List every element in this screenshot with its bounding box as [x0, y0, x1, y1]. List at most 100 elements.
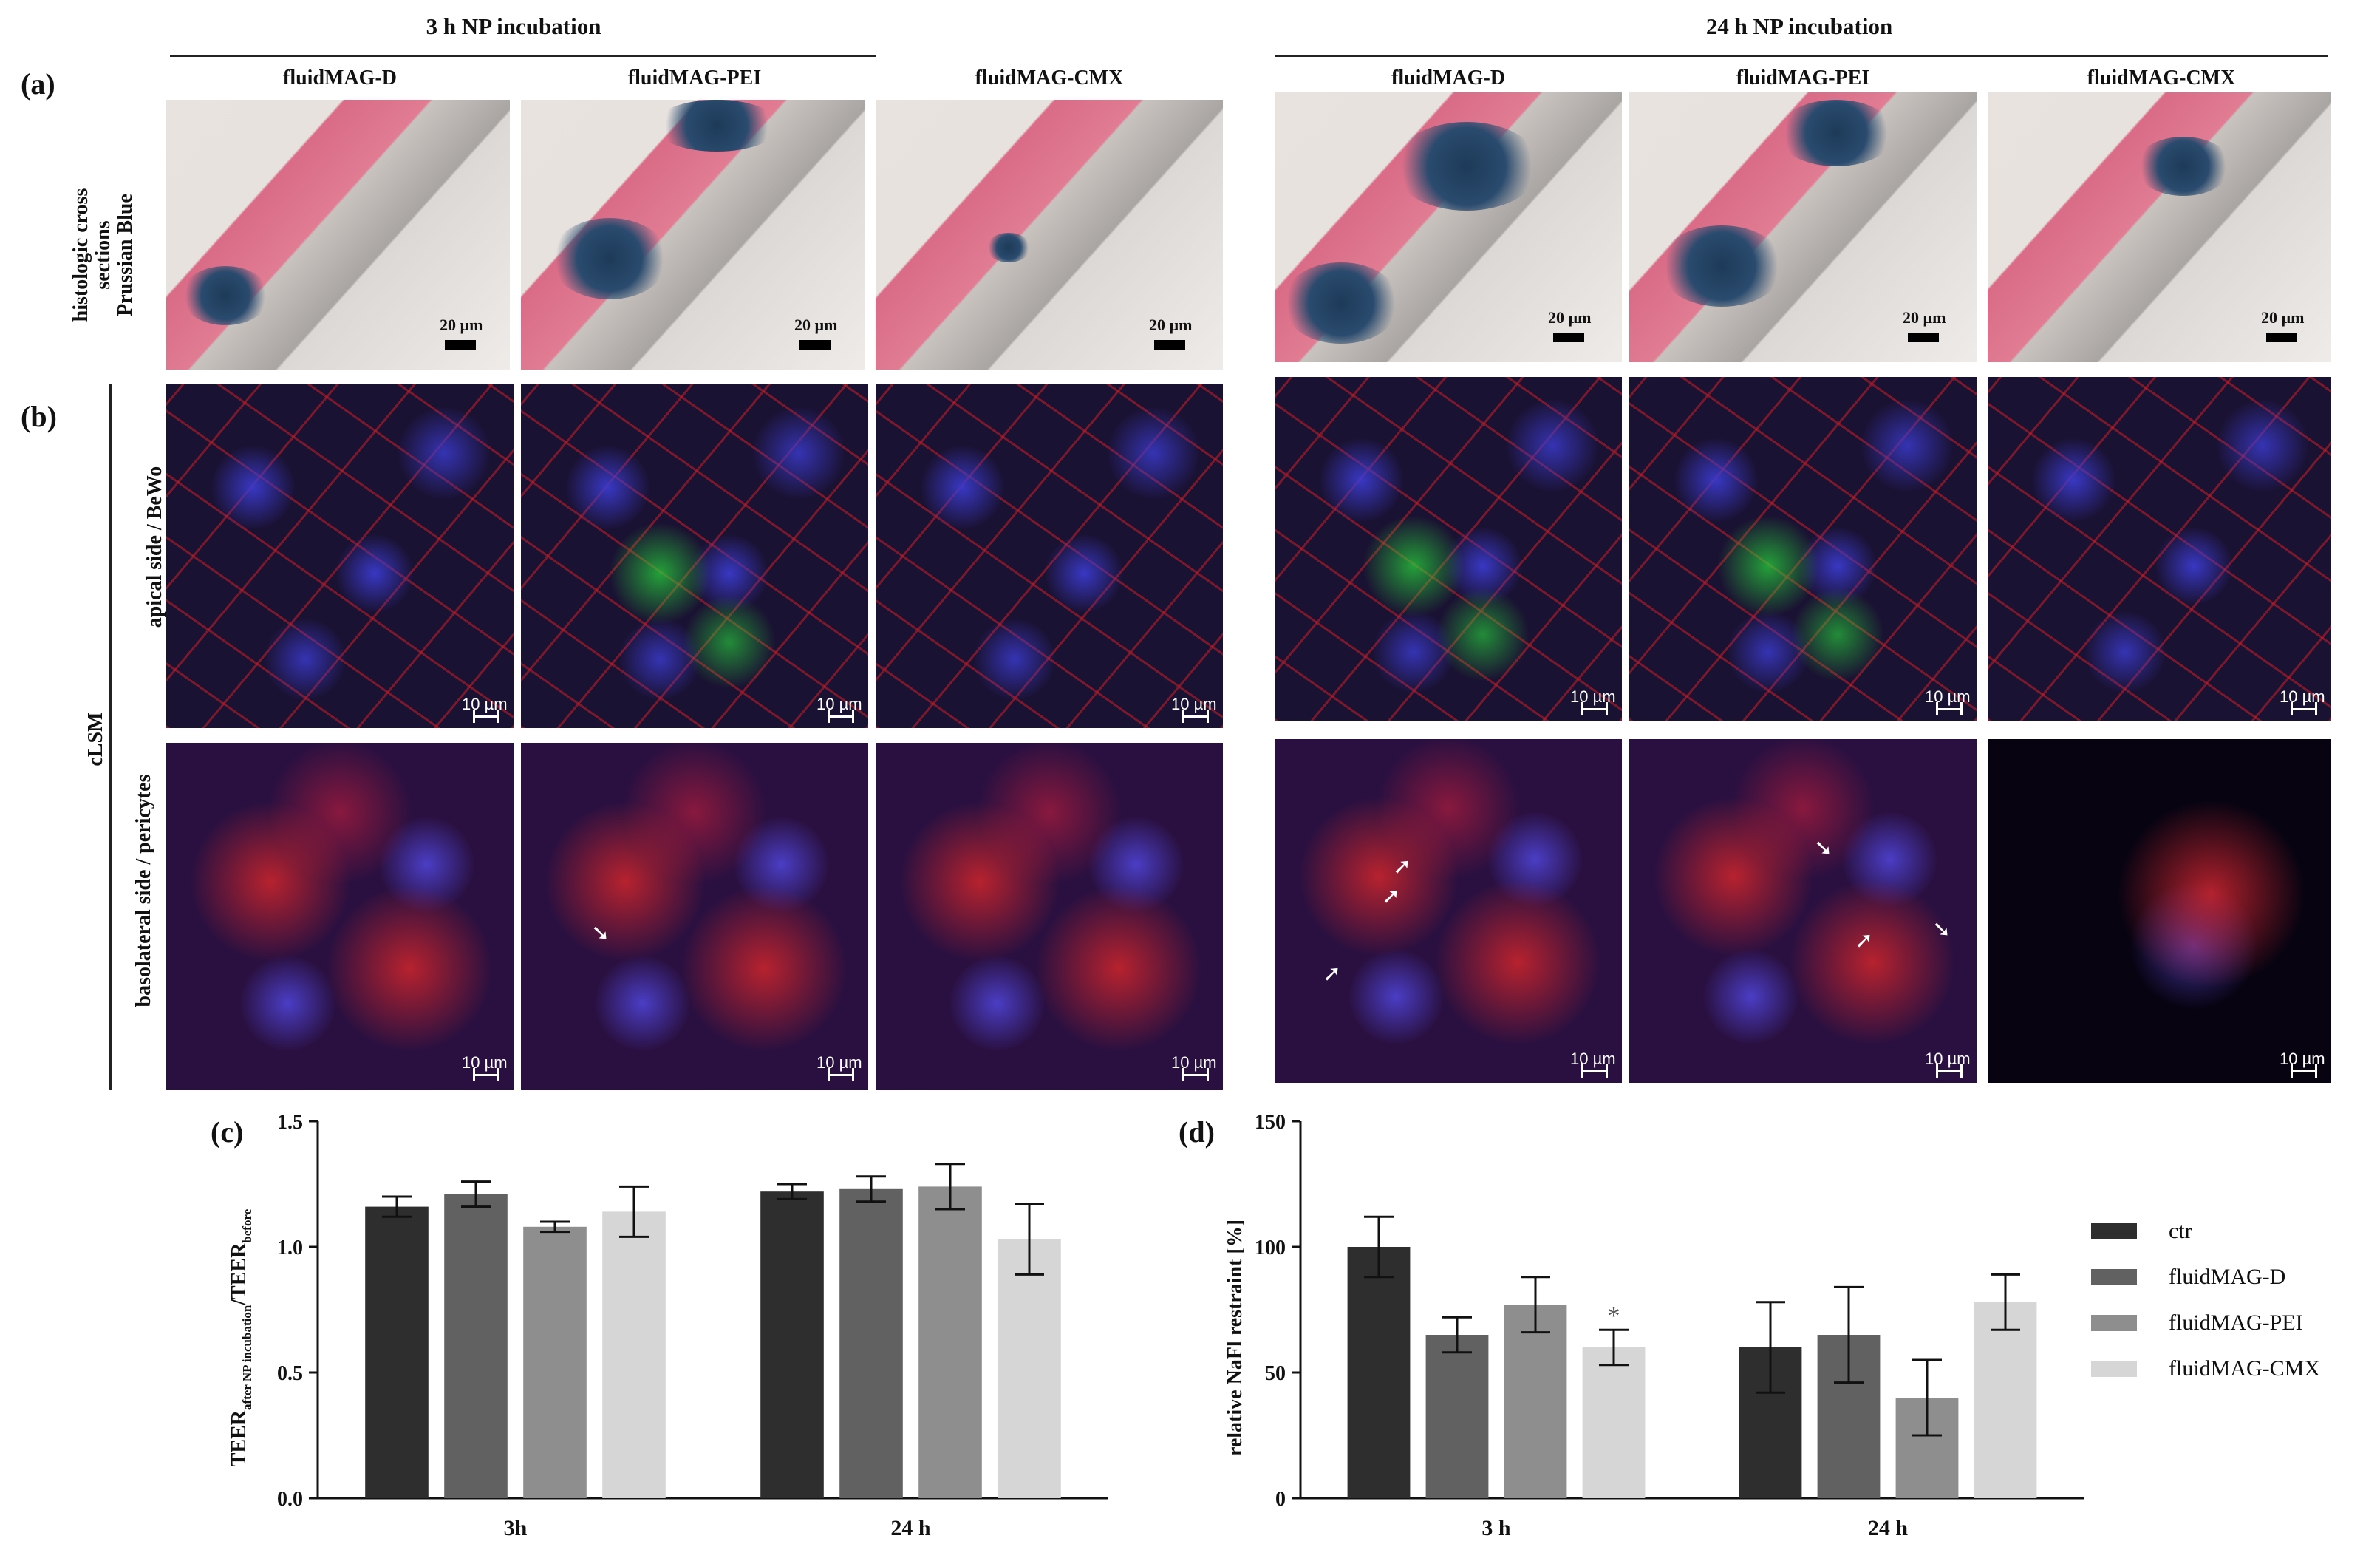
- panel-letter-b: (b): [21, 400, 57, 433]
- histo-image-3h-fluidmag-d: 20 µm: [166, 100, 510, 370]
- colname-24h-cmx: fluidMAG-CMX: [2087, 67, 2236, 89]
- scale-label: 10 µm: [2280, 1050, 2325, 1068]
- clsm-apical-3h-fluidmag-pei: 10 µm: [521, 384, 868, 728]
- legend-label: fluidMAG-PEI: [2169, 1310, 2303, 1335]
- significance-asterisk: *: [1608, 1302, 1620, 1330]
- scale-label: 10 µm: [1570, 687, 1616, 706]
- svg-text:TEERafter NP incubation/TEERbe: TEERafter NP incubation/TEERbefore: [228, 1208, 254, 1466]
- clsm-basolateral-24h-fluidmag-cmx: 10 µm: [1988, 739, 2331, 1083]
- clsm-basolateral-24h-fluidmag-pei: ➘ ➚ ➘ 10 µm: [1629, 739, 1977, 1083]
- header-3h: 3 h NP incubation: [426, 13, 601, 39]
- bar: [602, 1211, 666, 1498]
- y-tick-label: 0: [1275, 1488, 1286, 1511]
- clsm-apical-3h-fluidmag-d: 10 µm: [166, 384, 514, 728]
- scale-label: 10 µm: [462, 1053, 508, 1072]
- bar: [523, 1226, 587, 1498]
- clsm-apical-3h-fluidmag-cmx: 10 µm: [876, 384, 1223, 728]
- bar: [1974, 1302, 2037, 1498]
- arrow-icon: ➚: [1382, 883, 1401, 909]
- bar: [1582, 1347, 1646, 1498]
- y-tick-label: 50: [1265, 1362, 1286, 1385]
- scale-bar: [1581, 702, 1608, 715]
- arrow-icon: ➚: [1393, 854, 1412, 880]
- chart-c-teer: TEERafter NP incubation/TEERbefore 0.0 0.…: [228, 1111, 1108, 1540]
- legend-swatch: [2091, 1315, 2137, 1331]
- row-label-histo-line3: Prussian Blue: [114, 194, 137, 316]
- scale-label: 10 µm: [1925, 1050, 1971, 1068]
- header-24h-rule: [1275, 55, 2328, 57]
- legend-label: ctr: [2169, 1219, 2192, 1243]
- scale-bar: [2291, 1064, 2317, 1078]
- legend-label: fluidMAG-D: [2169, 1265, 2285, 1289]
- clsm-apical-24h-fluidmag-cmx: 10 µm: [1988, 377, 2331, 721]
- panel-letter-c: (c): [211, 1115, 244, 1149]
- clsm-basolateral-3h-fluidmag-cmx: 10 µm: [876, 743, 1223, 1090]
- arrow-icon: ➘: [1932, 916, 1951, 942]
- legend-label: fluidMAG-CMX: [2169, 1356, 2320, 1381]
- scale-label: 20 µm: [794, 316, 838, 334]
- colname-3h-cmx: fluidMAG-CMX: [975, 67, 1124, 89]
- scale-label: 10 µm: [1925, 687, 1971, 706]
- scale-bar: [445, 340, 476, 350]
- scale-label: 10 µm: [1570, 1050, 1616, 1068]
- scale-bar: [1553, 333, 1584, 342]
- row-label-apical: apical side / BeWo: [143, 466, 166, 628]
- scale-bar: [1581, 1064, 1608, 1078]
- y-tick-label: 100: [1255, 1237, 1286, 1259]
- clsm-apical-24h-fluidmag-pei: 10 µm: [1629, 377, 1977, 721]
- clsm-apical-24h-fluidmag-d: 10 µm: [1275, 377, 1622, 721]
- row-label-basolateral: basolateral side / pericytes: [132, 774, 155, 1007]
- chart-d-legend: ctr fluidMAG-D fluidMAG-PEI fluidMAG-CMX: [2091, 1219, 2320, 1381]
- legend-swatch: [2091, 1361, 2137, 1377]
- y-tick-label: 1.0: [277, 1237, 303, 1259]
- bar: [998, 1239, 1061, 1498]
- row-label-clsm: cLSM: [84, 712, 107, 766]
- arrow-icon: ➘: [591, 920, 610, 946]
- row-label-histology: histologic cross sections Prussian Blue: [37, 100, 170, 370]
- scale-label: 20 µm: [440, 316, 483, 334]
- scale-bar: [1936, 1064, 1963, 1078]
- colname-3h-pei: fluidMAG-PEI: [627, 67, 762, 89]
- histo-image-3h-fluidmag-pei: 20 µm: [521, 100, 865, 370]
- scale-bar: [1182, 1068, 1209, 1081]
- x-tick-label: 24 h: [890, 1516, 931, 1540]
- scale-bar: [799, 340, 831, 350]
- arrow-icon: ➚: [1323, 961, 1342, 987]
- chart-c-ylabel: TEERafter NP incubation/TEERbefore: [228, 1208, 254, 1466]
- scale-label: 10 µm: [462, 695, 508, 713]
- scale-bar: [828, 710, 854, 723]
- scale-label: 10 µm: [2280, 687, 2325, 706]
- scale-bar: [2266, 333, 2297, 342]
- histo-image-24h-fluidmag-pei: 20 µm: [1629, 92, 1977, 362]
- legend-swatch: [2091, 1269, 2137, 1285]
- bar: [1347, 1247, 1411, 1498]
- bar: [1425, 1335, 1489, 1498]
- header-24h: 24 h NP incubation: [1705, 13, 1893, 39]
- scale-label: 10 µm: [1171, 1053, 1217, 1072]
- clsm-bracket-rule: [109, 384, 112, 1090]
- panel-letter-a: (a): [21, 67, 55, 101]
- bar: [760, 1191, 824, 1498]
- scale-bar: [2291, 702, 2317, 715]
- colname-24h-d: fluidMAG-D: [1391, 67, 1505, 89]
- colname-24h-pei: fluidMAG-PEI: [1736, 67, 1870, 89]
- histo-image-24h-fluidmag-d: 20 µm: [1275, 92, 1622, 362]
- y-tick-label: 0.5: [277, 1362, 303, 1385]
- scale-label: 10 µm: [1171, 695, 1217, 713]
- bar: [918, 1186, 982, 1498]
- scale-label: 20 µm: [1149, 316, 1193, 334]
- scale-bar: [473, 1068, 499, 1081]
- scale-bar: [1182, 710, 1209, 723]
- scale-label: 20 µm: [2261, 308, 2305, 327]
- bar: [365, 1206, 429, 1498]
- header-3h-rule: [170, 55, 876, 57]
- scale-label: 20 µm: [1548, 308, 1592, 327]
- scale-bar: [1936, 702, 1963, 715]
- x-tick-label: 3 h: [1481, 1516, 1511, 1540]
- clsm-basolateral-24h-fluidmag-d: ➚ ➚ ➚ 10 µm: [1275, 739, 1622, 1083]
- chart-d-nafl: relative NaFl restraint [%] 0 50 100 150 3 h…: [1224, 1111, 2320, 1540]
- chart-d-ylabel: relative NaFl restraint [%]: [1224, 1220, 1247, 1456]
- bar: [444, 1194, 508, 1498]
- scale-label: 10 µm: [816, 1053, 862, 1072]
- histo-image-3h-fluidmag-cmx: 20 µm: [876, 100, 1223, 370]
